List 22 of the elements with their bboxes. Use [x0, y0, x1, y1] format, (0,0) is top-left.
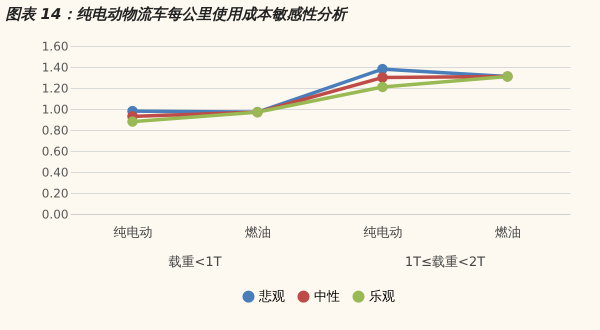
- text: 1T≤载重<2T: [404, 255, 486, 270]
- legend-label: 悲观: [258, 290, 285, 305]
- x-tick-label: 纯电动: [364, 226, 402, 240]
- x-tick-label: 燃油: [495, 226, 521, 240]
- x-tick-label: 燃油: [245, 226, 271, 240]
- y-tick-label: 1.00: [42, 102, 68, 116]
- point: [127, 116, 138, 127]
- y-tick-label: 1.40: [42, 60, 68, 74]
- y-tick-label: 1.20: [42, 82, 68, 96]
- y-tick-label: 0.00: [42, 208, 68, 222]
- x-tick-label: 纯电动: [114, 226, 152, 240]
- point: [377, 82, 388, 92]
- text: 载重<1T: [168, 255, 222, 270]
- legend-label: 中性: [314, 290, 340, 305]
- y-tick-label: 0.20: [42, 186, 68, 200]
- point: [377, 72, 388, 83]
- legend-label: 乐观: [369, 290, 395, 305]
- chart-title: 图表 14：纯电动物流车每公里使用成本敏感性分析: [5, 5, 348, 23]
- y-tick-label: 1.60: [42, 40, 68, 54]
- y-tick-label: 0.40: [42, 166, 68, 180]
- y-tick-label: 0.80: [42, 124, 68, 138]
- y-tick-label: 0.60: [42, 144, 68, 158]
